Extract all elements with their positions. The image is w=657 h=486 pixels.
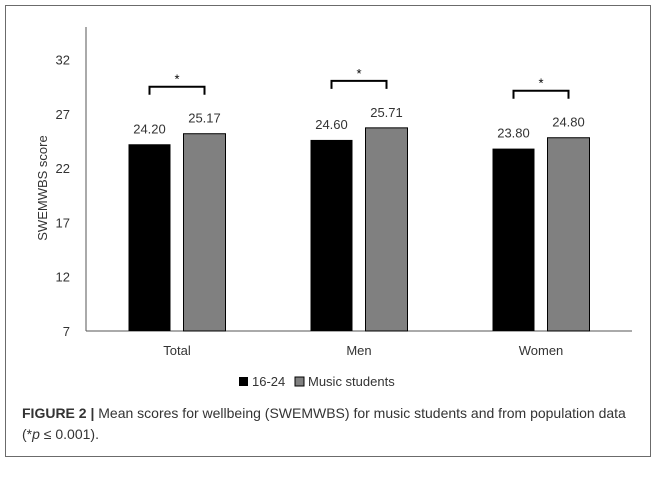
bar-labels-group: 24.20 25.17 24.60 25.71 23.80 24.80	[133, 105, 585, 141]
category-label: Total	[163, 343, 191, 358]
significance-bracket	[148, 85, 206, 95]
significance-asterisk: *	[538, 76, 543, 91]
legend: 16-24 Music students	[239, 374, 395, 389]
bar-total-population	[128, 144, 171, 331]
legend-label: 16-24	[252, 374, 285, 389]
bar-value-label: 25.17	[188, 111, 221, 126]
significance-asterisk: *	[356, 66, 361, 81]
bar-men-music-students	[365, 127, 408, 332]
legend-swatch	[239, 377, 248, 386]
caption-p-symbol: p	[32, 426, 40, 442]
significance-asterisk: *	[174, 72, 179, 87]
bar-chart: SWEMWBS score 7 12 17 22 27 32 24.20 25.17 24.6…	[35, 27, 632, 389]
y-tick-label: 27	[56, 107, 70, 122]
legend-swatch	[294, 376, 305, 387]
significance-bracket	[512, 89, 570, 99]
bars-group	[128, 127, 590, 332]
x-axis-ticks: Total Men Women	[163, 343, 563, 358]
bar-men-population	[310, 139, 353, 331]
caption-text: Mean scores for wellbeing (SWEMWBS) for …	[22, 405, 626, 442]
legend-label: Music students	[308, 374, 395, 389]
bar-value-label: 25.71	[370, 105, 403, 120]
caption-label: FIGURE 2 |	[22, 405, 95, 421]
bar-value-label: 23.80	[497, 126, 530, 141]
y-tick-label: 12	[56, 270, 70, 285]
y-axis-ticks: 7 12 17 22 27 32	[56, 53, 70, 339]
y-tick-label: 22	[56, 161, 70, 176]
bar-total-music-students	[183, 133, 226, 332]
bar-women-music-students	[547, 137, 590, 332]
figure-caption: FIGURE 2 | Mean scores for wellbeing (SW…	[22, 403, 632, 445]
bar-value-label: 24.20	[133, 121, 166, 136]
y-axis-label: SWEMWBS score	[35, 135, 50, 240]
bar-women-population	[492, 148, 535, 331]
caption-text-end: ≤ 0.001).	[39, 426, 99, 442]
significance-brackets: * * *	[148, 66, 570, 99]
category-label: Women	[519, 343, 564, 358]
y-tick-label: 32	[56, 53, 70, 68]
y-tick-label: 7	[63, 324, 70, 339]
y-tick-label: 17	[56, 215, 70, 230]
significance-bracket	[330, 79, 388, 89]
category-label: Men	[346, 343, 371, 358]
bar-value-label: 24.80	[552, 115, 585, 130]
bar-value-label: 24.60	[315, 117, 348, 132]
